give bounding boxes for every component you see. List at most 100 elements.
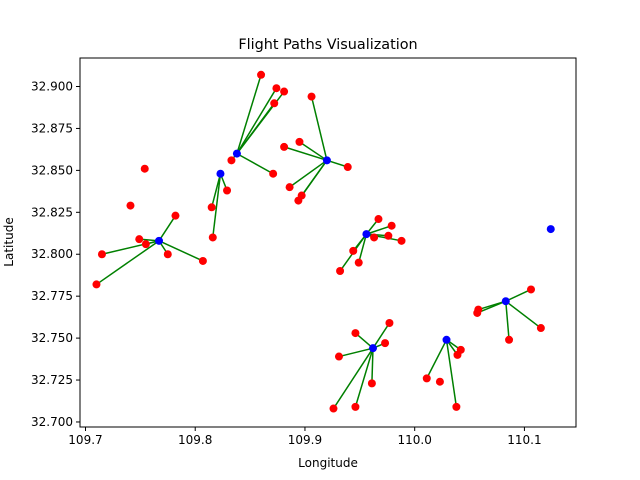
flight-path-line xyxy=(96,240,160,286)
flight-path-line xyxy=(358,233,368,263)
hub-point xyxy=(362,230,371,239)
destination-point xyxy=(135,235,144,244)
hub-point xyxy=(501,297,510,306)
destination-point xyxy=(435,377,444,386)
destination-point xyxy=(354,258,363,267)
x-tick-label: 109.8 xyxy=(178,433,212,447)
flight-path-line xyxy=(236,102,275,155)
flight-path-line xyxy=(332,347,374,409)
y-tick-label: 32.875 xyxy=(31,121,73,135)
hub-point xyxy=(368,344,377,353)
destination-point xyxy=(223,186,232,195)
y-tick-label: 32.700 xyxy=(31,415,73,429)
x-axis: 109.7 109.8 109.9 110.0 110.1 xyxy=(68,427,542,447)
destination-point xyxy=(285,183,294,192)
destination-point xyxy=(270,99,279,108)
destination-point xyxy=(527,285,536,294)
flight-path-line xyxy=(445,339,458,407)
flight-path-line xyxy=(338,347,374,358)
destination-points xyxy=(92,70,545,413)
destination-point xyxy=(257,70,266,79)
destination-point xyxy=(536,324,545,333)
destination-point xyxy=(208,233,217,242)
destination-point xyxy=(374,215,383,224)
destination-point xyxy=(280,142,289,151)
destination-point xyxy=(351,329,360,338)
x-tick-label: 109.7 xyxy=(68,433,102,447)
destination-point xyxy=(473,308,482,317)
destination-point xyxy=(269,169,278,178)
flight-path-line xyxy=(505,301,510,340)
destination-point xyxy=(171,211,180,220)
flight-path-line xyxy=(158,240,204,262)
destination-point xyxy=(329,404,338,413)
flight-path-line xyxy=(236,87,278,154)
destination-point xyxy=(422,374,431,383)
hub-point xyxy=(155,236,164,245)
flight-path-line xyxy=(289,159,328,188)
flight-path-line xyxy=(236,74,262,154)
y-axis: 32.700 32.725 32.750 32.775 32.800 32.825 32.8… xyxy=(31,80,80,429)
destination-point xyxy=(367,379,376,388)
flight-path-line xyxy=(236,152,274,175)
destination-point xyxy=(384,231,393,240)
hub-point xyxy=(322,156,331,165)
x-tick-label: 110.0 xyxy=(398,433,432,447)
destination-point xyxy=(381,339,390,348)
flight-path-line xyxy=(158,215,177,242)
flight-path-line xyxy=(371,348,374,384)
y-tick-label: 32.900 xyxy=(31,80,73,94)
destination-point xyxy=(227,156,236,165)
plot-area-frame xyxy=(79,57,577,428)
flight-path-line xyxy=(212,173,222,238)
destination-point xyxy=(272,84,281,93)
flight-paths xyxy=(96,74,542,409)
hub-point xyxy=(232,149,241,158)
hub-point xyxy=(442,335,451,344)
destination-point xyxy=(385,319,394,328)
destination-point xyxy=(370,233,379,242)
destination-point xyxy=(280,87,289,96)
hub-point xyxy=(546,225,555,234)
flight-path-line xyxy=(299,141,328,161)
destination-point xyxy=(140,164,149,173)
destination-point xyxy=(295,137,304,146)
destination-point xyxy=(92,280,101,289)
y-tick-label: 32.825 xyxy=(31,205,73,219)
destination-point xyxy=(452,402,461,411)
destination-point xyxy=(505,335,514,344)
destination-point xyxy=(334,352,343,361)
destination-point xyxy=(207,203,216,212)
destination-point xyxy=(294,196,303,205)
chart-title: Flight Paths Visualization xyxy=(238,37,417,53)
destination-point xyxy=(397,236,406,245)
destination-point xyxy=(351,402,360,411)
flight-path-line xyxy=(505,288,532,302)
hub-point xyxy=(216,169,225,178)
destination-point xyxy=(453,350,462,359)
destination-point xyxy=(126,201,135,210)
y-axis-label: Latitude xyxy=(2,217,16,266)
destination-point xyxy=(198,256,207,265)
hub-points xyxy=(155,149,555,353)
x-tick-label: 109.9 xyxy=(288,433,322,447)
y-tick-label: 32.725 xyxy=(31,373,73,387)
destination-point xyxy=(141,240,150,249)
flight-path-line xyxy=(283,146,328,162)
destination-point xyxy=(349,246,358,255)
flight-path-line xyxy=(310,96,328,161)
x-tick-label: 110.1 xyxy=(507,433,541,447)
flight-path-line xyxy=(372,322,391,349)
destination-point xyxy=(97,250,106,259)
flight-path-line xyxy=(366,225,392,235)
destination-point xyxy=(343,163,352,172)
destination-point xyxy=(163,250,172,259)
y-tick-label: 32.850 xyxy=(31,163,73,177)
flight-path-line xyxy=(210,173,222,208)
flight-path-line xyxy=(354,347,374,408)
destination-point xyxy=(336,267,345,276)
destination-point xyxy=(307,92,316,101)
destination-point xyxy=(387,221,396,230)
x-axis-label: Longitude xyxy=(298,456,358,470)
